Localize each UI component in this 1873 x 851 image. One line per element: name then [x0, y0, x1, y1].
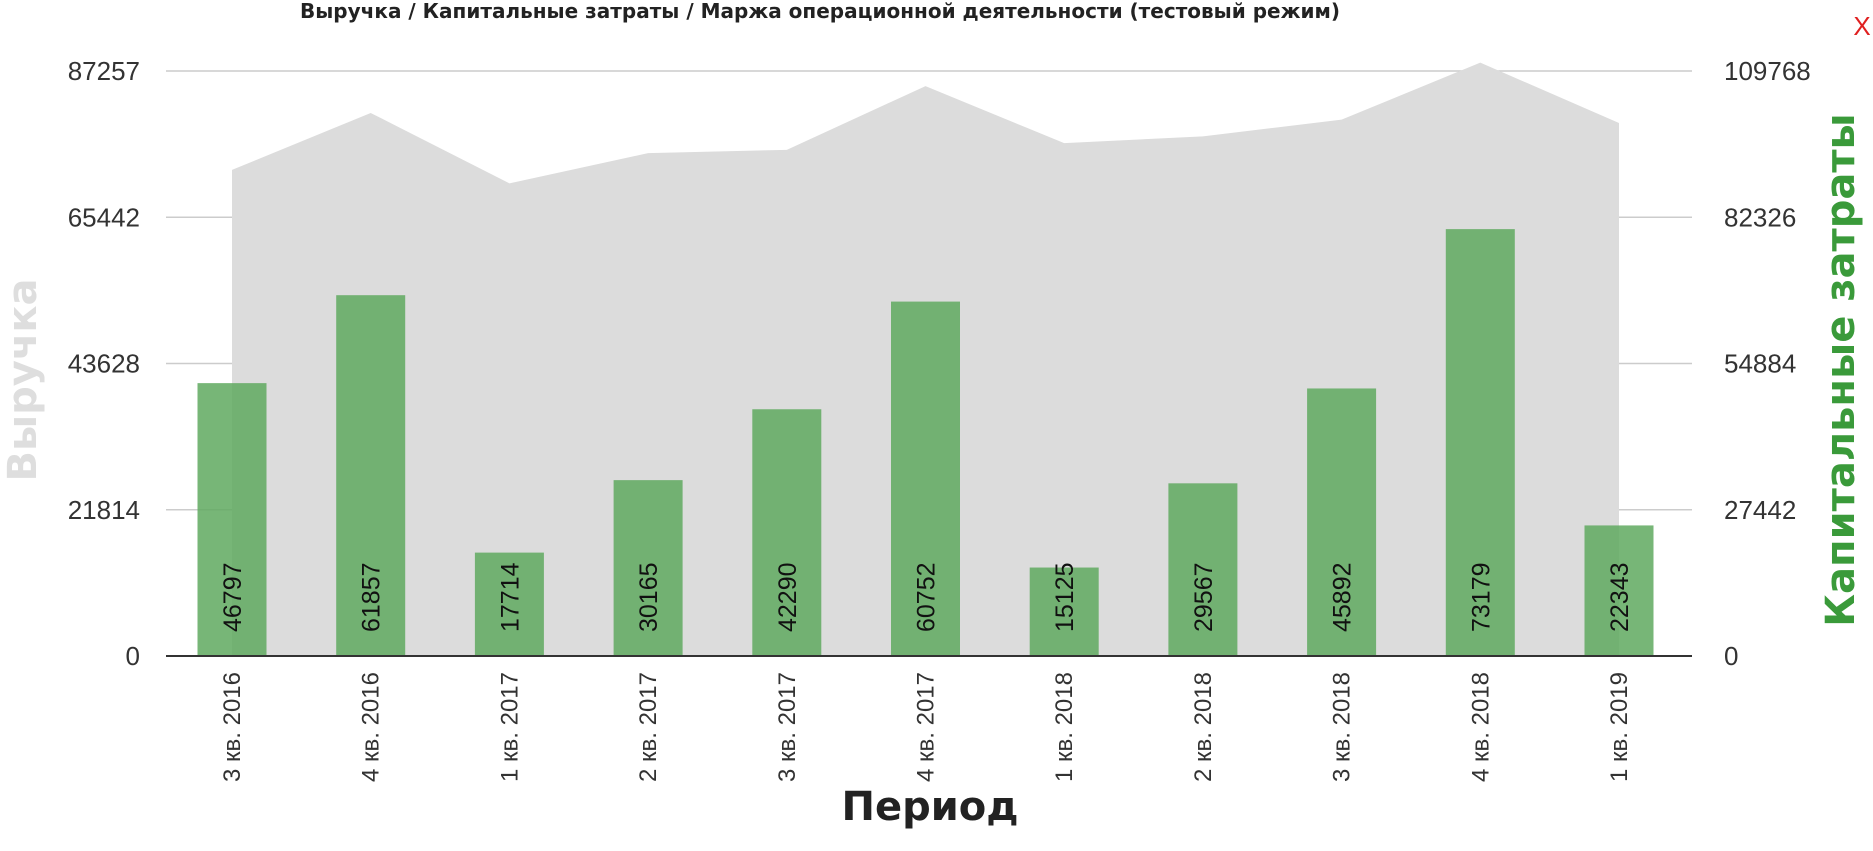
left-tick-label: 0 [126, 641, 140, 671]
right-axis-ticks: 0 27442 54884 82326 109768 [1724, 56, 1811, 671]
right-tick-label: 54884 [1724, 349, 1796, 379]
bar [197, 383, 267, 656]
left-y-axis-label: Выручка [0, 279, 46, 482]
right-y-axis-label: Капитальные затраты [1818, 113, 1864, 626]
bar-value-label: 73179 [1467, 562, 1495, 632]
bar-value-labels: 46797 61857 17714 30165 42290 60752 15125 29567… [219, 562, 1634, 632]
right-tick-label: 0 [1724, 641, 1738, 671]
bar-value-label: 61857 [358, 562, 386, 632]
chart-title: Выручка / Капитальные затраты / Маржа оп… [300, 0, 1340, 23]
right-tick-label: 109768 [1724, 56, 1811, 86]
bar-value-label: 45892 [1329, 562, 1357, 632]
bar-value-label: 30165 [635, 562, 663, 632]
left-tick-label: 43628 [68, 349, 140, 379]
bar-value-label: 60752 [913, 562, 941, 632]
category-label: 3 кв. 2016 [219, 672, 246, 782]
bar-value-label: 15125 [1051, 562, 1079, 632]
bar-value-label: 29567 [1190, 562, 1218, 632]
close-icon[interactable]: X [1853, 11, 1870, 41]
category-label: 4 кв. 2018 [1467, 672, 1494, 782]
right-tick-label: 27442 [1724, 495, 1796, 525]
bar [474, 552, 544, 656]
bar [891, 301, 960, 656]
bar [336, 295, 406, 656]
bar [1584, 525, 1654, 656]
left-axis-ticks: 0 21814 43628 65442 87257 [68, 56, 140, 671]
category-label: 4 кв. 2017 [913, 672, 940, 782]
bar [752, 409, 822, 656]
bar-value-label: 46797 [219, 562, 247, 632]
bar-value-label: 17714 [496, 562, 524, 632]
right-tick-label: 82326 [1724, 202, 1796, 232]
capex-bar-series [197, 229, 1654, 657]
category-label: 2 кв. 2018 [1190, 672, 1217, 782]
x-axis-ticks: 3 кв. 2016 4 кв. 2016 1 кв. 2017 2 кв. 2017… [219, 672, 1633, 782]
category-label: 2 кв. 2017 [635, 672, 662, 782]
left-tick-label: 87257 [68, 56, 140, 86]
category-label: 1 кв. 2018 [1051, 672, 1078, 782]
bar-value-label: 42290 [774, 562, 802, 632]
category-label: 1 кв. 2017 [496, 672, 523, 782]
bar [1029, 567, 1099, 656]
bar [1445, 229, 1515, 657]
category-label: 3 кв. 2018 [1329, 672, 1356, 782]
category-label: 3 кв. 2017 [774, 672, 801, 782]
bar [613, 480, 683, 656]
left-tick-label: 21814 [68, 495, 140, 525]
left-tick-label: 65442 [68, 202, 140, 232]
x-axis-label: Период [841, 784, 1018, 830]
category-label: 4 кв. 2016 [358, 672, 385, 782]
bar-value-label: 22343 [1606, 562, 1634, 632]
bar [1168, 483, 1238, 656]
category-label: 1 кв. 2019 [1606, 672, 1633, 782]
bar [1307, 388, 1377, 656]
